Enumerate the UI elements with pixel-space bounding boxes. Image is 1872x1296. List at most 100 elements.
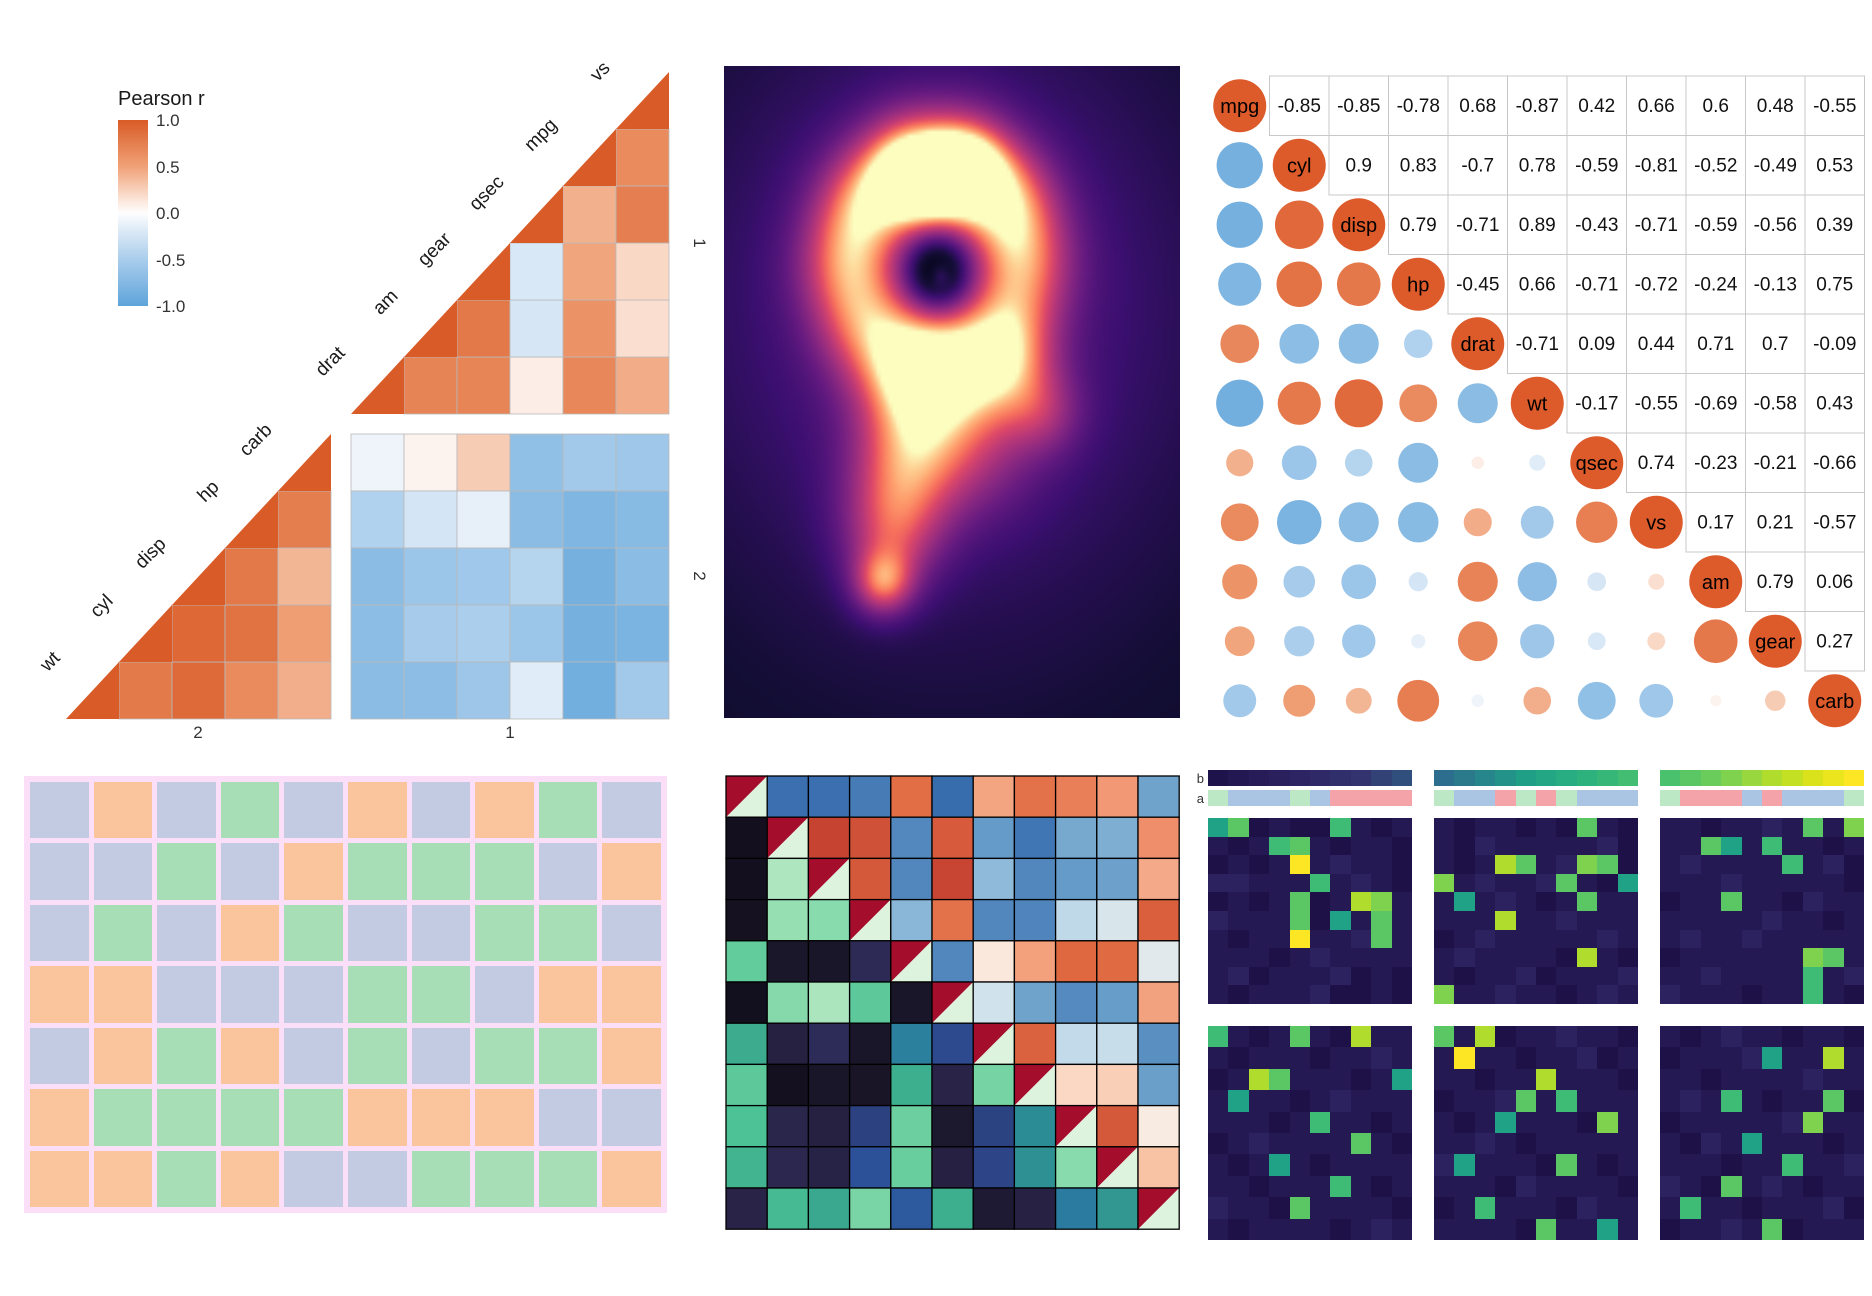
svg-text:disp: disp — [131, 534, 170, 573]
heatmap-cell — [1248, 985, 1270, 1004]
heatmap-cell — [1391, 1068, 1412, 1091]
mini-heatmap — [1208, 818, 1412, 1004]
heatmap-tile — [284, 1150, 343, 1207]
annotation-segment — [1309, 790, 1331, 806]
svg-text:1: 1 — [690, 238, 709, 247]
heatmap-cell — [1576, 948, 1598, 967]
heatmap-cell — [1556, 1047, 1577, 1069]
heatmap-cell — [1660, 1026, 1681, 1048]
heatmap-cell — [1680, 818, 1701, 837]
heatmap-cell — [1515, 1197, 1536, 1219]
heatmap-cell — [1761, 836, 1783, 856]
heatmap-cell — [1391, 929, 1412, 949]
heatmap-cell — [1289, 929, 1310, 949]
annotation-segment — [1454, 770, 1475, 786]
heatmap-cell — [1823, 1047, 1844, 1069]
heatmap-cell — [1782, 836, 1803, 856]
heatmap-cell — [1823, 873, 1844, 893]
heatmap-cell — [1823, 948, 1844, 967]
heatmap-cell — [1371, 1197, 1392, 1219]
heatmap-cell — [1721, 818, 1742, 837]
annotation-segment — [1269, 790, 1290, 806]
svg-text:-0.59: -0.59 — [1575, 155, 1618, 176]
annotation-segment — [1535, 770, 1557, 786]
heatmap-cell — [1660, 966, 1681, 986]
heatmap-cell — [1474, 1132, 1496, 1155]
annotation-segment — [1741, 790, 1762, 806]
heatmap-cell — [1269, 1047, 1290, 1069]
heatmap-cell — [1269, 1111, 1290, 1133]
heatmap-cell — [1495, 1068, 1516, 1091]
heatmap-cell — [1782, 892, 1803, 911]
heatmap-cell — [1495, 948, 1516, 967]
heatmap-cell — [1228, 1154, 1249, 1176]
mini-heatmap-column — [1208, 770, 1412, 1250]
heatmap-cell — [1371, 1111, 1392, 1133]
heatmap-cell — [1228, 836, 1249, 856]
heatmap-cell — [1228, 948, 1249, 967]
heatmap-tile — [93, 782, 153, 839]
heatmap-cell — [1350, 1068, 1372, 1091]
heatmap-cell — [1700, 892, 1722, 911]
heatmap-cell — [1576, 929, 1598, 949]
heatmap-cell — [1617, 1111, 1638, 1133]
heatmap-cell — [1350, 1090, 1372, 1112]
heatmap-cell — [1248, 818, 1270, 837]
heatmap-cell — [1208, 1175, 1229, 1198]
annotation-label-b: b — [1196, 771, 1204, 786]
heatmap-cell — [1474, 929, 1496, 949]
heatmap-cell — [1208, 948, 1229, 967]
heatmap-cell — [1434, 1218, 1455, 1240]
heatmap-tile — [538, 843, 598, 900]
heatmap-cell — [1208, 1068, 1229, 1091]
heatmap-cell — [1289, 1068, 1310, 1091]
heatmap-cell — [1474, 1197, 1496, 1219]
heatmap-tile — [411, 1089, 471, 1146]
heatmap-cell — [1617, 855, 1638, 874]
heatmap-cell — [1309, 1218, 1331, 1240]
heatmap-cell — [1843, 929, 1864, 949]
heatmap-cell — [1434, 1047, 1455, 1069]
heatmap-cell — [1741, 1111, 1762, 1133]
heatmap-cell — [1228, 818, 1249, 837]
heatmap-cell — [1680, 1218, 1701, 1240]
mini-heatmap — [1434, 818, 1638, 1004]
annotation-segment — [1535, 790, 1557, 806]
heatmap-cell — [1761, 1026, 1783, 1048]
svg-text:0.66: 0.66 — [1519, 274, 1556, 295]
heatmap-cell — [1700, 1068, 1722, 1091]
heatmap-cell — [1700, 1132, 1722, 1155]
heatmap-tile — [475, 966, 534, 1023]
heatmap-cell — [1843, 1218, 1864, 1240]
heatmap-tile — [30, 966, 89, 1023]
heatmap-cell — [1434, 836, 1455, 856]
heatmap-cell — [1617, 1132, 1638, 1155]
annotation-segment — [1309, 770, 1331, 786]
svg-text:0.42: 0.42 — [1578, 96, 1615, 117]
heatmap-cell — [1248, 1047, 1270, 1069]
heatmap-cell — [1330, 1132, 1351, 1155]
annotation-segment — [1680, 790, 1701, 806]
heatmap-cell — [1802, 892, 1824, 911]
heatmap-cell — [1680, 1047, 1701, 1069]
mini-heatmap-column — [1434, 770, 1638, 1250]
heatmap-cell — [1495, 985, 1516, 1004]
panel-split-triangle-matrix — [725, 775, 1180, 1230]
heatmap-cell — [1454, 985, 1475, 1004]
svg-text:0.75: 0.75 — [1816, 274, 1853, 295]
heatmap-tile — [220, 1027, 280, 1085]
heatmap-cell — [1782, 929, 1803, 949]
heatmap-cell — [1761, 910, 1783, 930]
annotation-segment — [1350, 770, 1372, 786]
heatmap-cell — [1660, 1111, 1681, 1133]
heatmap-cell — [1700, 1175, 1722, 1198]
heatmap-cell — [1495, 1026, 1516, 1048]
heatmap-cell — [1721, 892, 1742, 911]
heatmap-cell — [1208, 1197, 1229, 1219]
heatmap-cell — [1660, 1197, 1681, 1219]
annotation-segment — [1515, 770, 1536, 786]
heatmap-cell — [1700, 1111, 1722, 1133]
svg-text:drat: drat — [312, 342, 351, 381]
heatmap-cell — [1248, 1132, 1270, 1155]
heatmap-cell — [1782, 1068, 1803, 1091]
